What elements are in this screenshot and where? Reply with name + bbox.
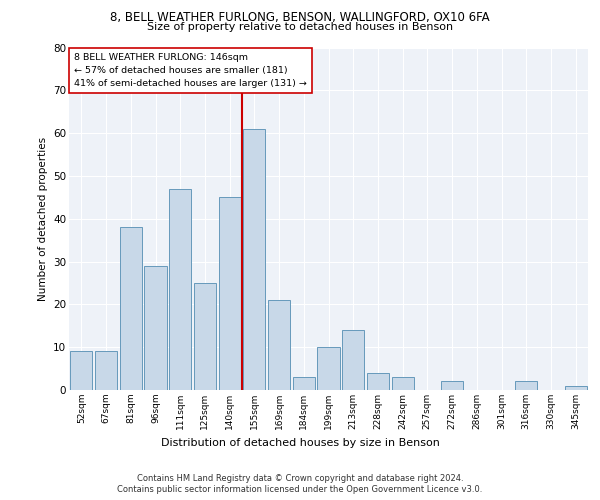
Bar — [194, 283, 216, 390]
Bar — [95, 352, 117, 390]
Bar — [243, 129, 265, 390]
Bar — [268, 300, 290, 390]
Bar — [392, 377, 414, 390]
Text: Distribution of detached houses by size in Benson: Distribution of detached houses by size … — [161, 438, 439, 448]
Bar — [169, 189, 191, 390]
Text: Contains HM Land Registry data © Crown copyright and database right 2024.: Contains HM Land Registry data © Crown c… — [137, 474, 463, 483]
Bar — [565, 386, 587, 390]
Bar — [145, 266, 167, 390]
Y-axis label: Number of detached properties: Number of detached properties — [38, 136, 47, 301]
Bar — [342, 330, 364, 390]
Bar — [515, 382, 538, 390]
Bar — [441, 382, 463, 390]
Bar — [367, 373, 389, 390]
Bar — [119, 228, 142, 390]
Text: Contains public sector information licensed under the Open Government Licence v3: Contains public sector information licen… — [118, 485, 482, 494]
Bar — [293, 377, 315, 390]
Text: 8 BELL WEATHER FURLONG: 146sqm
← 57% of detached houses are smaller (181)
41% of: 8 BELL WEATHER FURLONG: 146sqm ← 57% of … — [74, 52, 307, 88]
Bar — [317, 347, 340, 390]
Bar — [218, 198, 241, 390]
Text: Size of property relative to detached houses in Benson: Size of property relative to detached ho… — [147, 22, 453, 32]
Text: 8, BELL WEATHER FURLONG, BENSON, WALLINGFORD, OX10 6FA: 8, BELL WEATHER FURLONG, BENSON, WALLING… — [110, 11, 490, 24]
Bar — [70, 352, 92, 390]
